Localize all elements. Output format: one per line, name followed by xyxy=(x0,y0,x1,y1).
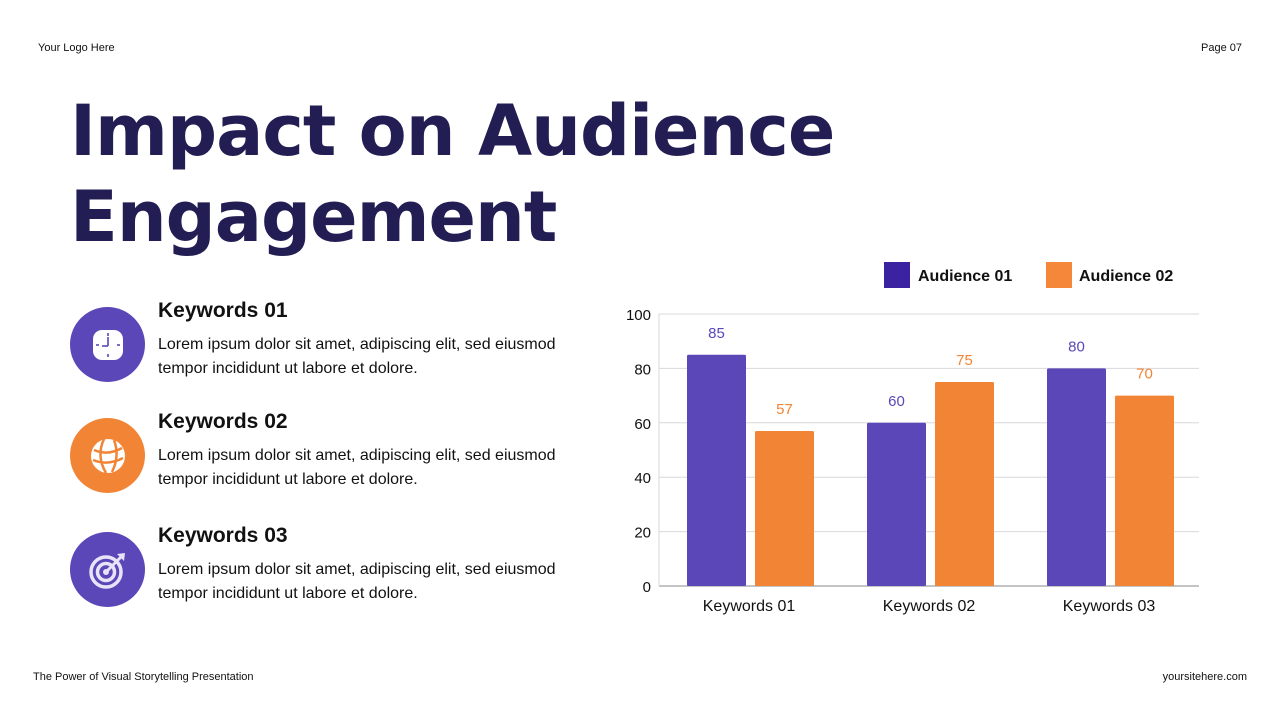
clock-icon xyxy=(70,307,145,382)
data-label: 75 xyxy=(956,352,973,369)
data-label: 85 xyxy=(708,325,725,342)
legend-swatch-audience-01 xyxy=(884,262,910,288)
bar-keywords-03-audience-01 xyxy=(1047,368,1106,586)
footer-site: yoursitehere.com xyxy=(1162,671,1247,683)
legend-label-audience-02: Audience 02 xyxy=(1079,268,1173,285)
data-label: 70 xyxy=(1136,366,1153,383)
y-tick-label: 0 xyxy=(643,579,651,596)
bar-keywords-01-audience-01 xyxy=(687,354,746,586)
keyword-title: Keywords 03 xyxy=(158,524,288,547)
legend-swatch-audience-02 xyxy=(1046,262,1072,288)
keyword-text: Lorem ipsum dolor sit amet, adipiscing e… xyxy=(158,561,556,602)
x-tick-label: Keywords 02 xyxy=(883,598,976,615)
y-tick-label: 20 xyxy=(634,525,651,542)
x-tick-label: Keywords 01 xyxy=(703,598,796,615)
keyword-title: Keywords 01 xyxy=(158,299,288,322)
y-tick-label: 100 xyxy=(626,307,651,324)
keyword-text: Lorem ipsum dolor sit amet, adipiscing e… xyxy=(158,447,556,488)
keyword-item-2: Keywords 02 Lorem ipsum dolor sit amet, … xyxy=(70,410,610,498)
data-label: 57 xyxy=(776,401,793,418)
footer-title: The Power of Visual Storytelling Present… xyxy=(33,671,254,683)
bar-keywords-02-audience-02 xyxy=(935,382,994,586)
keyword-title: Keywords 02 xyxy=(158,410,288,433)
globe-icon xyxy=(70,418,145,493)
logo-text: Your Logo Here xyxy=(38,42,115,54)
bar-keywords-03-audience-02 xyxy=(1115,395,1174,586)
keyword-text: Lorem ipsum dolor sit amet, adipiscing e… xyxy=(158,336,556,377)
target-icon xyxy=(70,532,145,607)
x-tick-label: Keywords 03 xyxy=(1063,598,1156,615)
page-title: Impact on Audience Engagement xyxy=(70,90,835,258)
data-label: 80 xyxy=(1068,338,1085,355)
data-label: 60 xyxy=(888,393,905,410)
y-tick-label: 40 xyxy=(634,470,651,487)
chart-legend: Audience 01 Audience 02 xyxy=(884,262,1173,288)
y-tick-label: 80 xyxy=(634,361,651,378)
keyword-item-3: Keywords 03 Lorem ipsum dolor sit amet, … xyxy=(70,524,610,612)
y-tick-label: 60 xyxy=(634,416,651,433)
legend-label-audience-01: Audience 01 xyxy=(918,268,1012,285)
bar-keywords-02-audience-01 xyxy=(867,422,926,586)
page-number: Page 07 xyxy=(1201,42,1242,54)
keyword-item-1: Keywords 01 Lorem ipsum dolor sit amet, … xyxy=(70,299,610,387)
bar-keywords-01-audience-02 xyxy=(755,430,814,586)
